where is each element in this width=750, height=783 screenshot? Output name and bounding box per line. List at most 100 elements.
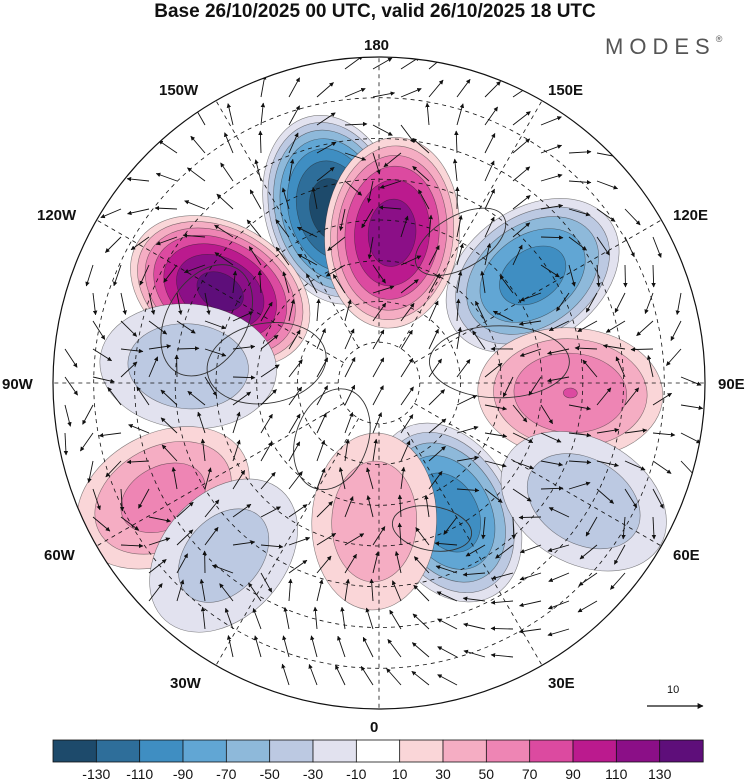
wind-arrow: [651, 264, 656, 288]
wind-arrow: [512, 460, 535, 470]
wind-arrow: [462, 596, 486, 602]
wind-arrow: [391, 580, 402, 602]
wind-arrow: [232, 311, 254, 322]
wind-arrow: [456, 243, 464, 266]
wind-arrow: [490, 652, 514, 658]
wind-arrow: [297, 253, 318, 266]
east-asia-coast: [414, 207, 507, 276]
wind-arrow: [311, 186, 318, 210]
wind-arrow: [614, 292, 626, 314]
wind-arrow: [518, 628, 542, 634]
wind-arrow: [484, 488, 503, 503]
wind-arrow: [644, 292, 654, 315]
colorbar-swatch: [52, 739, 97, 763]
colorbar-tick-label: 110: [605, 766, 628, 782]
wind-arrow: [372, 357, 385, 378]
wind-arrow: [369, 578, 374, 602]
wind-arrow: [260, 334, 279, 350]
wind-arrow: [214, 224, 234, 238]
wind-arrow: [367, 180, 374, 203]
wind-arrow: [158, 140, 178, 154]
lon-label-60e: 60E: [673, 547, 700, 564]
wind-arrow: [372, 385, 384, 406]
wind-arrow: [288, 299, 296, 322]
wind-arrow: [372, 438, 378, 462]
wind-arrow: [383, 152, 402, 168]
wind-arrow: [190, 135, 206, 154]
lon-label-90w: 90W: [2, 376, 33, 393]
wind-arrow: [456, 488, 480, 493]
wind-arrow: [344, 328, 355, 350]
wind-arrow: [344, 57, 364, 70]
europe-coast: [391, 505, 473, 552]
wind-arrow: [197, 411, 206, 434]
wind-arrow: [316, 467, 326, 490]
lon-label-60w: 60W: [44, 547, 75, 564]
wind-arrow: [481, 516, 486, 540]
wind-arrow: [585, 516, 598, 537]
wind-arrow: [344, 87, 366, 98]
wind-arrow: [670, 320, 682, 342]
wind-arrow: [344, 152, 367, 161]
wind-arrow: [316, 533, 337, 546]
wind-arrow: [568, 180, 592, 185]
wind-arrow: [308, 663, 318, 686]
wind-arrow: [518, 515, 542, 520]
wind-arrow: [226, 103, 234, 126]
wind-arrow: [232, 270, 238, 294]
wind-arrow: [344, 384, 356, 406]
wind-arrow: [155, 236, 178, 246]
wind-arrow: [204, 376, 217, 397]
wind-arrow: [344, 299, 352, 322]
colorbar: [52, 739, 704, 763]
wind-arrow: [281, 663, 290, 686]
wind-arrow: [120, 292, 127, 315]
wind-arrow: [492, 310, 514, 322]
wind-arrow: [313, 606, 318, 630]
wind-arrow: [372, 152, 381, 175]
colorbar-swatch: [225, 739, 271, 763]
wind-arrow: [288, 158, 295, 182]
wind-arrow: [204, 499, 220, 518]
wind-arrow: [260, 389, 277, 406]
wind-arrow: [428, 273, 440, 294]
wind-arrow: [220, 162, 234, 182]
colorbar-tick-label: 130: [648, 766, 672, 782]
wind-arrow: [187, 167, 206, 182]
wind-arrow: [310, 635, 318, 658]
wind-arrow: [85, 264, 94, 287]
colorbar-swatch: [182, 739, 227, 763]
wind-arrow: [92, 488, 101, 511]
wind-arrow: [389, 609, 402, 630]
wind-arrow: [428, 446, 446, 462]
wind-arrow: [87, 460, 94, 484]
wind-arrow: [337, 635, 346, 658]
wind-arrow: [316, 166, 335, 182]
wind-arrow: [412, 165, 430, 182]
wind-arrow: [443, 516, 458, 535]
wind-arrow: [456, 359, 471, 378]
contour-level: [127, 323, 249, 410]
wind-arrow: [596, 264, 601, 288]
wind-arrow: [204, 292, 211, 316]
wind-arrow: [605, 320, 626, 333]
wind-arrow: [63, 432, 69, 456]
wind-arrow: [367, 236, 374, 260]
wind-arrow: [456, 326, 462, 350]
wind-arrow: [495, 544, 514, 559]
wind-arrow: [126, 459, 150, 465]
anomaly-low-120e: [445, 198, 620, 353]
wind-arrow: [316, 357, 329, 378]
colorbar-tick-label: -10: [346, 766, 367, 782]
wind-arrow: [176, 579, 185, 602]
wind-arrow: [372, 412, 382, 434]
wind-arrow: [232, 375, 256, 380]
wind-arrow: [568, 236, 587, 251]
latitude-circle: [93, 97, 665, 669]
wind-arrow: [512, 195, 531, 210]
wind-arrow: [113, 264, 122, 287]
wind-arrow: [249, 189, 262, 210]
lon-label-30e: 30E: [548, 675, 575, 692]
wind-arrow: [120, 320, 138, 337]
wind-arrow: [519, 572, 542, 581]
